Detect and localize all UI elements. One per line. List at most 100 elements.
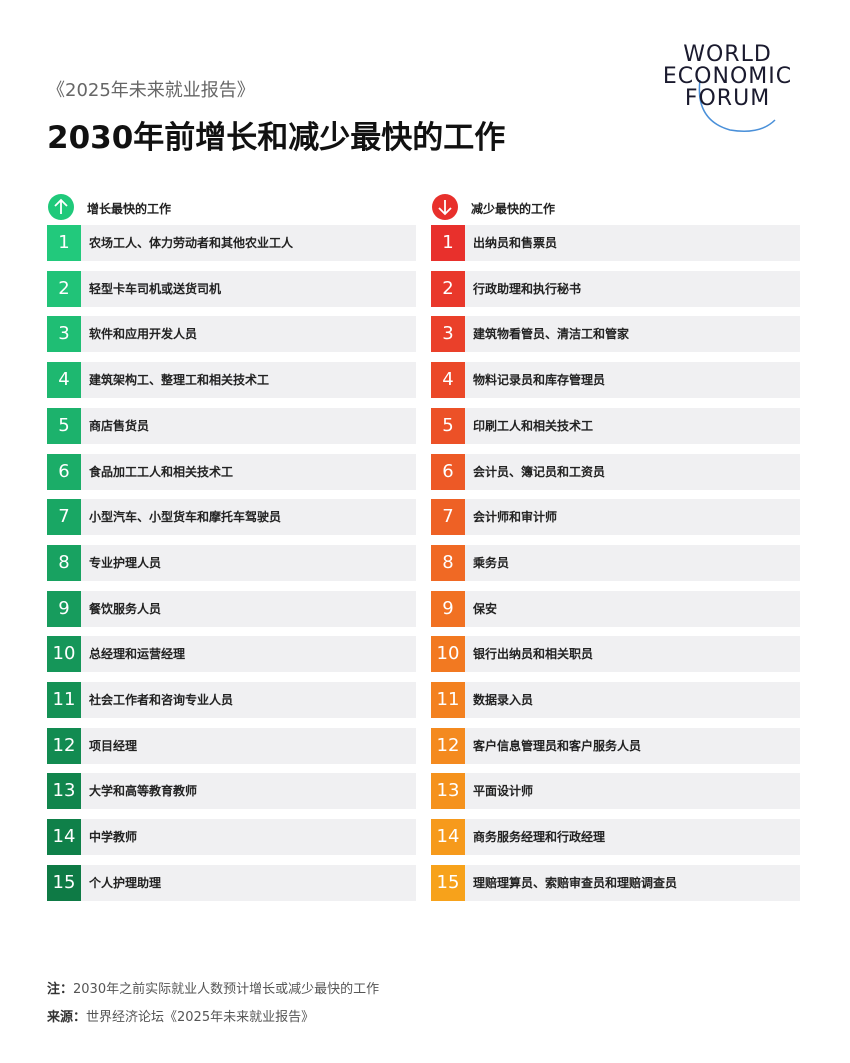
job-row: 8 专业护理人员 — [47, 544, 416, 581]
job-title: 会计师和审计师 — [473, 510, 558, 525]
logo: WORLD ECONOMIC FORUM — [650, 44, 805, 110]
rank: 6 — [431, 453, 465, 490]
rank: 10 — [431, 636, 465, 673]
title: 2030年前增长和减少最快的工作 — [47, 120, 506, 156]
rank: 5 — [47, 407, 81, 444]
rank: 4 — [431, 362, 465, 399]
job-title: 中学教师 — [89, 830, 138, 845]
rank: 13 — [431, 773, 465, 810]
job-title: 食品加工工人和相关技术工 — [89, 464, 234, 479]
job-row: 9 保安 — [431, 590, 800, 627]
job-title: 餐饮服务人员 — [89, 601, 162, 616]
job-title: 农场工人、体力劳动者和其他农业工人 — [89, 236, 294, 250]
job-row: 5 印刷工人和相关技术工 — [431, 407, 800, 444]
rank: 3 — [47, 316, 81, 353]
job-row: 2 行政助理和执行秘书 — [431, 270, 800, 307]
rank: 12 — [431, 727, 465, 764]
job-row: 13 平面设计师 — [431, 773, 800, 810]
rank: 15 — [47, 864, 81, 901]
job-row: 7 会计师和审计师 — [431, 499, 800, 536]
job-title: 商店售货员 — [89, 418, 150, 433]
job-row: 5 商店售货员 — [47, 407, 416, 444]
job-row: 13 大学和高等教育教师 — [47, 773, 416, 810]
job-row: 1 出纳员和售票员 — [431, 225, 800, 261]
rank: 7 — [47, 499, 81, 536]
job-row: 15 理赔理算员、索赔审查员和理赔调查员 — [431, 864, 800, 901]
note-text: 2030年之前实际就业人数预计增长或减少最快的工作 — [73, 982, 380, 997]
logo-line: WORLD — [683, 42, 772, 67]
job-row: 1 农场工人、体力劳动者和其他农业工人 — [47, 225, 416, 261]
job-row: 15 个人护理助理 — [47, 864, 416, 901]
job-row: 10 总经理和运营经理 — [47, 636, 416, 673]
rank: 5 — [431, 407, 465, 444]
job-row: 3 软件和应用开发人员 — [47, 316, 416, 353]
logo-line: FORUM — [684, 86, 771, 111]
source: 来源：世界经济论坛《2025年未来就业报告》 — [47, 1006, 314, 1025]
rank: 1 — [431, 225, 465, 261]
job-title: 商务服务经理和行政经理 — [473, 830, 606, 845]
job-title: 软件和应用开发人员 — [89, 327, 198, 342]
job-row: 4 建筑架构工、整理工和相关技术工 — [47, 362, 416, 399]
rank: 4 — [47, 362, 81, 399]
rank: 8 — [431, 544, 465, 581]
job-title: 项目经理 — [89, 738, 138, 753]
job-row: 8 乘务员 — [431, 544, 800, 581]
note: 注：2030年之前实际就业人数预计增长或减少最快的工作 — [47, 978, 379, 997]
job-title: 专业护理人员 — [89, 555, 162, 570]
job-title: 数据录入员 — [473, 693, 534, 707]
job-title: 轻型卡车司机或送货司机 — [89, 281, 222, 296]
job-title: 个人护理助理 — [89, 875, 162, 890]
job-title: 总经理和运营经理 — [89, 647, 186, 662]
rank: 9 — [47, 590, 81, 627]
column-heading: 减少最快的工作 — [471, 202, 556, 216]
rank: 10 — [47, 636, 81, 673]
rank: 7 — [431, 499, 465, 536]
job-title: 会计员、簿记员和工资员 — [473, 464, 606, 479]
rank: 6 — [47, 453, 81, 490]
down-icon — [432, 194, 458, 220]
rank: 2 — [431, 270, 465, 307]
job-row: 11 数据录入员 — [431, 682, 800, 718]
job-title: 社会工作者和咨询专业人员 — [89, 693, 234, 707]
rank: 1 — [47, 225, 81, 261]
job-title: 印刷工人和相关技术工 — [473, 418, 594, 433]
rank: 12 — [47, 727, 81, 764]
rank: 14 — [47, 819, 81, 856]
job-row: 6 会计员、簿记员和工资员 — [431, 453, 800, 490]
job-row: 12 客户信息管理员和客户服务人员 — [431, 727, 800, 764]
rank: 11 — [431, 682, 465, 718]
job-title: 银行出纳员和相关职员 — [473, 647, 594, 662]
job-row: 10 银行出纳员和相关职员 — [431, 636, 800, 673]
up-icon — [48, 194, 74, 220]
job-title: 物料记录员和库存管理员 — [473, 373, 606, 388]
job-row: 2 轻型卡车司机或送货司机 — [47, 270, 416, 307]
job-row: 9 餐饮服务人员 — [47, 590, 416, 627]
note-label: 注： — [47, 982, 74, 997]
job-row: 14 中学教师 — [47, 819, 416, 856]
rank: 13 — [47, 773, 81, 810]
rank: 8 — [47, 544, 81, 581]
rank: 11 — [47, 682, 81, 718]
job-title: 小型汽车、小型货车和摩托车驾驶员 — [89, 510, 282, 525]
job-title: 出纳员和售票员 — [473, 236, 558, 250]
job-title: 理赔理算员、索赔审查员和理赔调查员 — [473, 875, 678, 890]
rank: 3 — [431, 316, 465, 353]
job-row: 6 食品加工工人和相关技术工 — [47, 453, 416, 490]
rank: 9 — [431, 590, 465, 627]
job-row: 3 建筑物看管员、清洁工和管家 — [431, 316, 800, 353]
job-title: 行政助理和执行秘书 — [473, 281, 582, 296]
job-title: 平面设计师 — [473, 784, 534, 799]
job-title: 乘务员 — [473, 555, 510, 570]
job-row: 7 小型汽车、小型货车和摩托车驾驶员 — [47, 499, 416, 536]
job-title: 建筑物看管员、清洁工和管家 — [473, 327, 630, 342]
job-title: 大学和高等教育教师 — [89, 784, 198, 799]
job-row: 4 物料记录员和库存管理员 — [431, 362, 800, 399]
rank: 2 — [47, 270, 81, 307]
job-row: 11 社会工作者和咨询专业人员 — [47, 682, 416, 718]
subtitle: 《2025年未来就业报告》 — [47, 80, 255, 101]
source-label: 来源： — [47, 1010, 87, 1025]
job-title: 客户信息管理员和客户服务人员 — [473, 738, 642, 753]
logo-arc — [698, 79, 776, 132]
logo-line: ECONOMIC — [662, 64, 793, 89]
